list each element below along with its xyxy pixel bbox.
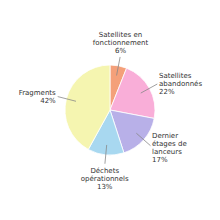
svg-text:Déchetsopérationnels13%: Déchetsopérationnels13% (81, 167, 129, 191)
svg-text:Satellites enfonctionnement6%: Satellites enfonctionnement6% (93, 31, 149, 55)
svg-text:Satellitesabandonnés22%: Satellitesabandonnés22% (159, 72, 202, 96)
svg-text:Fragments42%: Fragments42% (19, 89, 56, 105)
svg-text:Dernierétages delanceurs17%: Dernierétages delanceurs17% (152, 132, 187, 164)
